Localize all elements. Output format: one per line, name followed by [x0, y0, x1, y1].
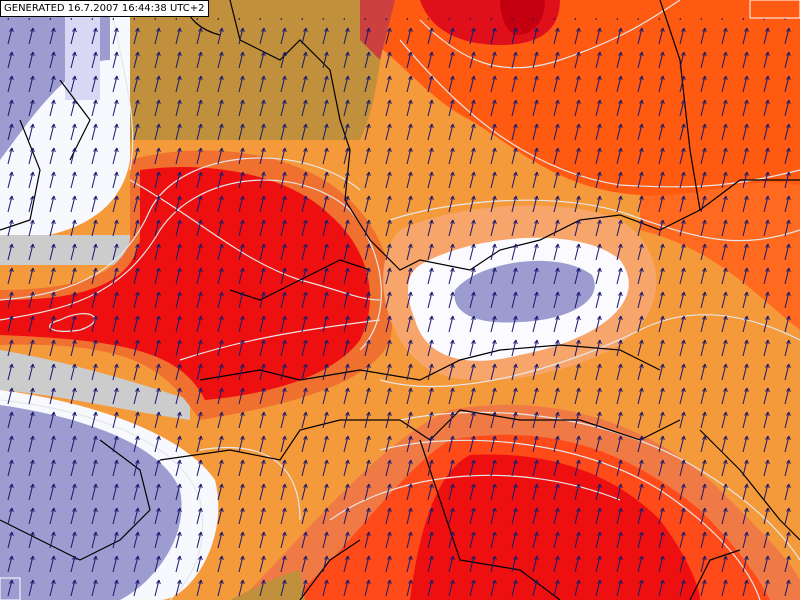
generated-stamp: GENERATED 16.7.2007 16:44:38 UTC+2 — [0, 0, 209, 17]
corner-frame — [749, 0, 800, 19]
wind-arrows — [0, 18, 800, 600]
legend-icon — [0, 577, 21, 600]
